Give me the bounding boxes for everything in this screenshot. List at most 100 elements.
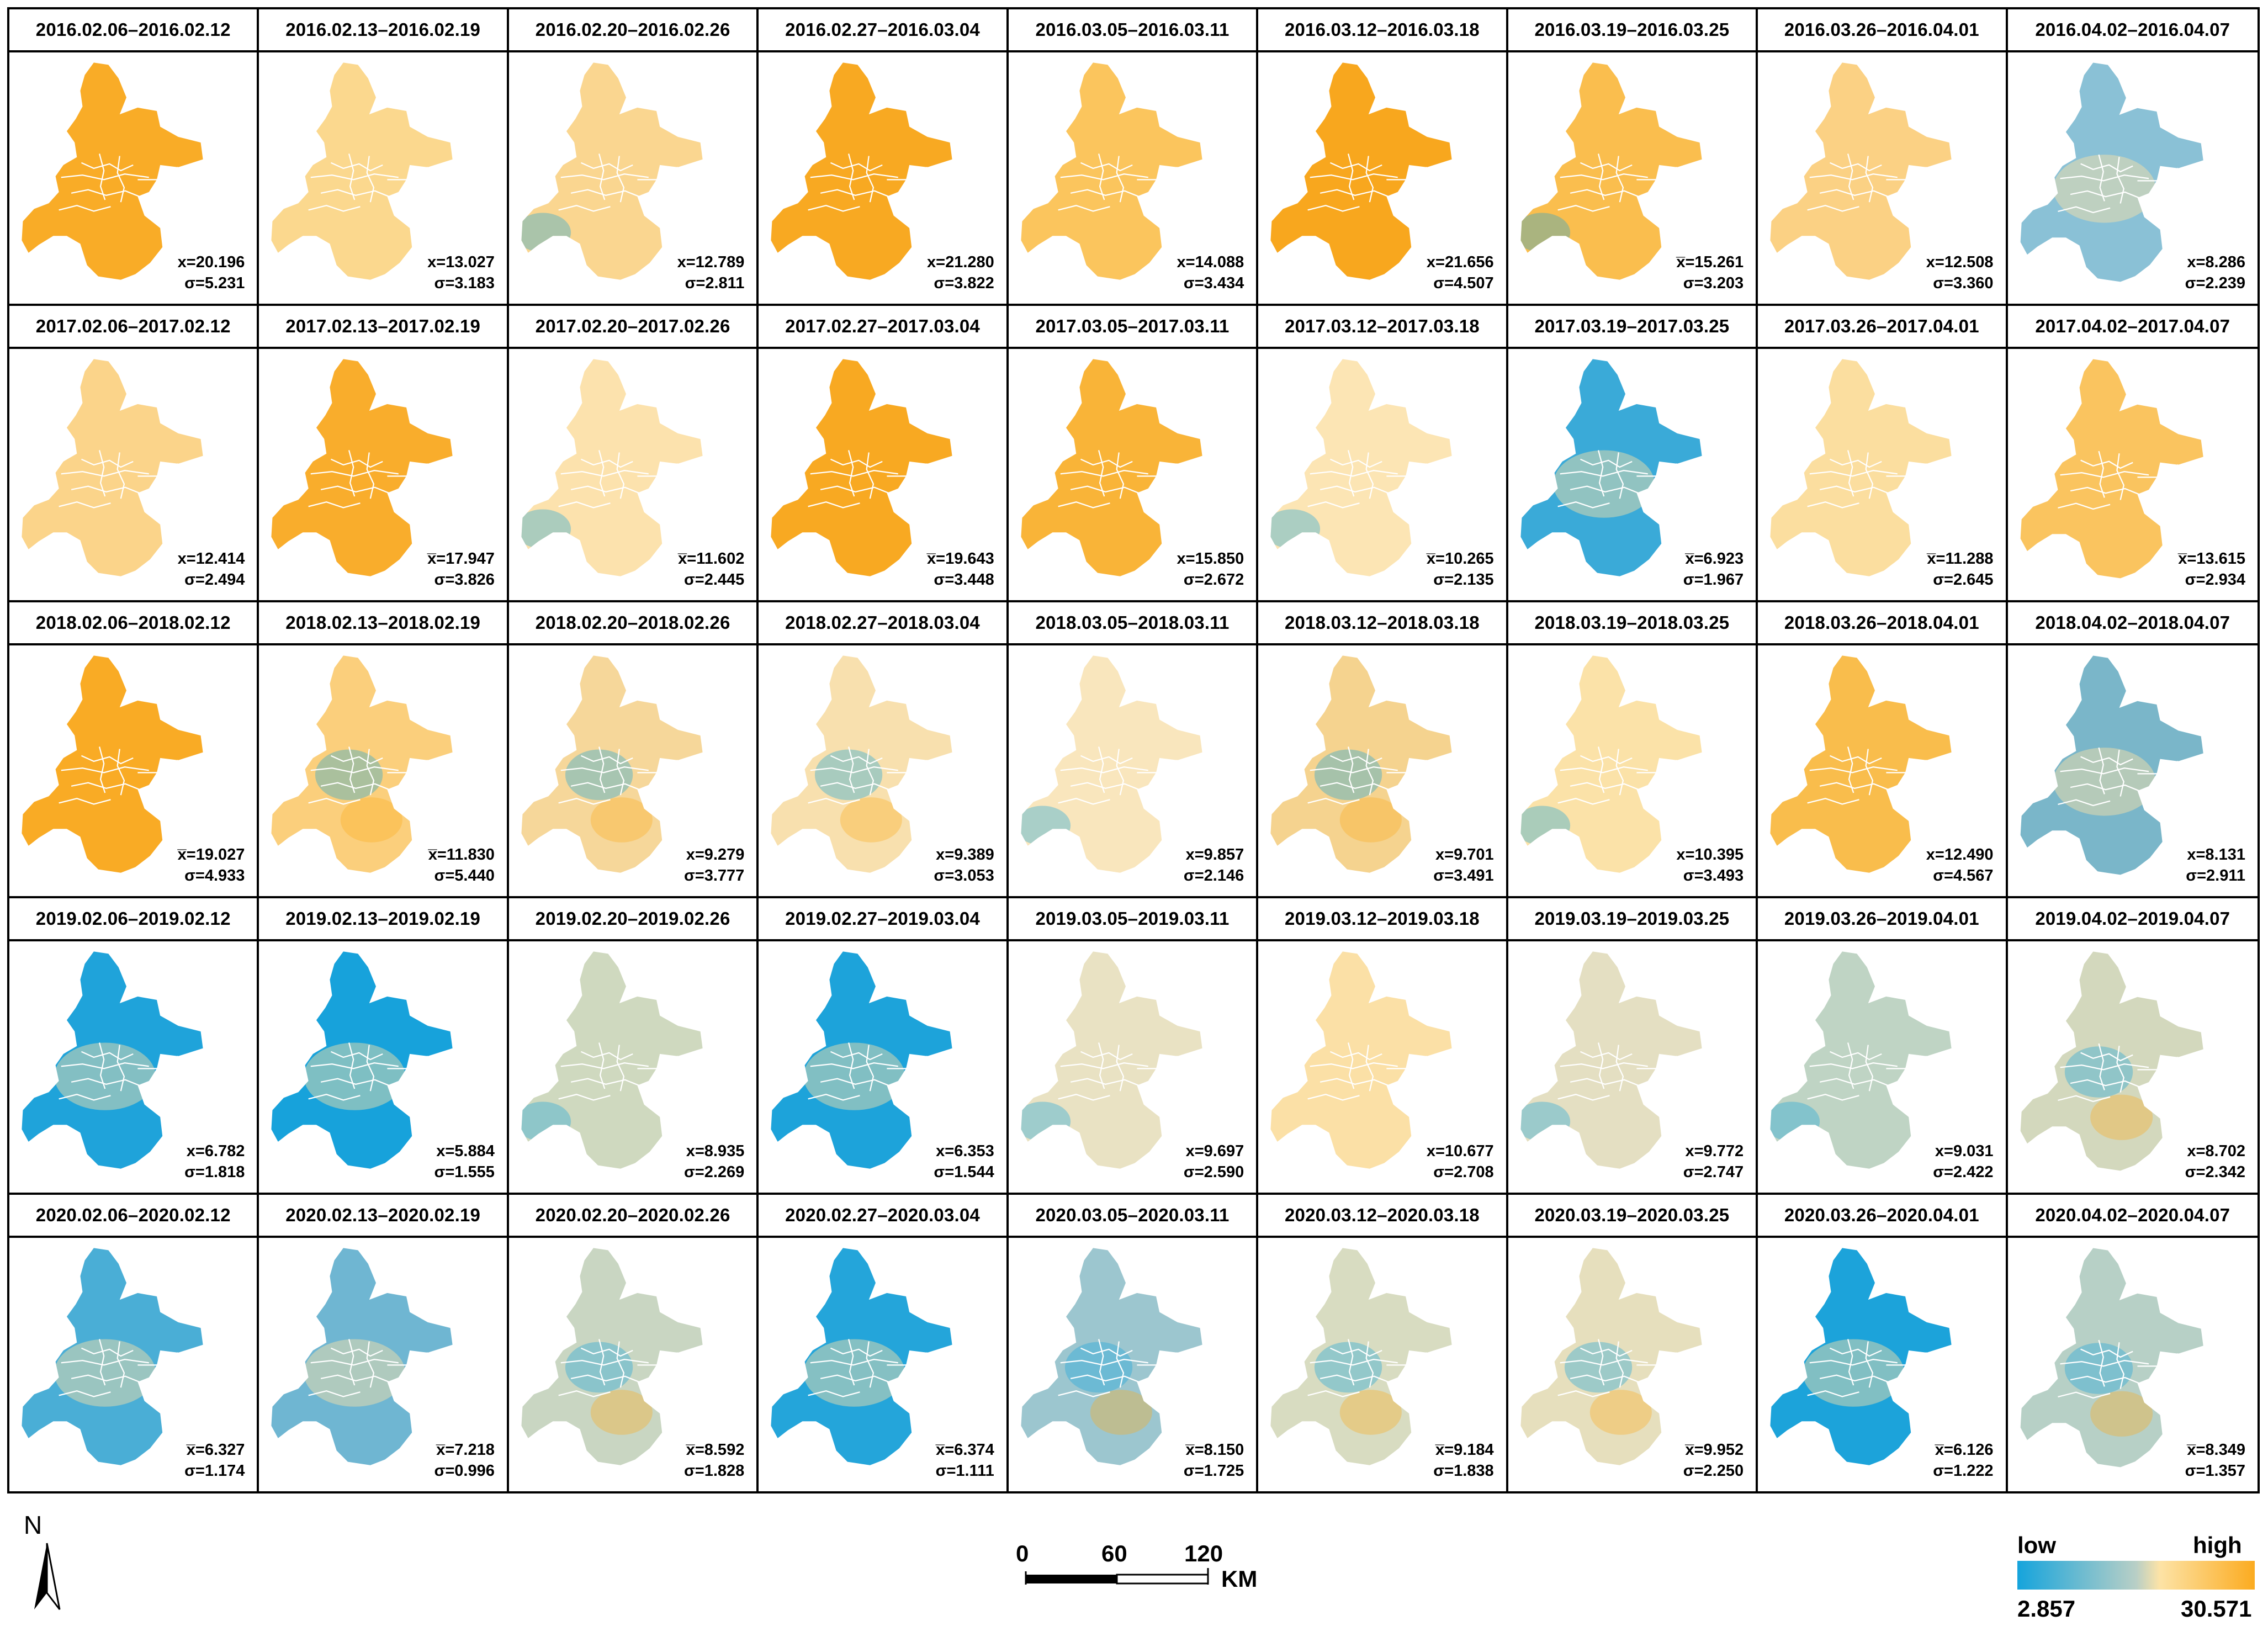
- panel-stats: x̅=8.150 σ=1.725: [1184, 1439, 1244, 1481]
- map-panel: 2016.03.05–2016.03.11 x=14.088 σ=3.434: [1008, 9, 1259, 306]
- panel-mean: x̅=10.265: [1426, 549, 1494, 568]
- panel-date-range: 2018.04.02–2018.04.07: [2007, 602, 2258, 645]
- panel-std-dev: σ=2.146: [1183, 867, 1244, 885]
- panel-mean: x=12.414: [177, 549, 245, 568]
- map-panel: 2020.02.27–2020.03.04 x̅=6.374 σ=1.111: [759, 1195, 1009, 1491]
- map-panel: 2019.02.27–2019.03.04 x=6.353 σ=1.544: [759, 898, 1009, 1195]
- district-map: [2020, 655, 2203, 875]
- district-map: [1520, 359, 1702, 576]
- legend-min-value: 2.857: [2017, 1596, 2076, 1622]
- district-map: [771, 359, 952, 576]
- panel-date-range: 2019.04.02–2019.04.07: [2007, 898, 2258, 942]
- panel-std-dev: σ=3.053: [934, 867, 994, 885]
- map-panel: 2016.04.02–2016.04.07 x=8.286 σ=2.239: [2007, 9, 2258, 306]
- panel-mean: x=9.697: [1185, 1142, 1244, 1161]
- map-panel: 2019.02.06–2019.02.12 x=6.782 σ=1.818: [9, 898, 259, 1195]
- panel-date-range: 2020.04.02–2020.04.07: [2007, 1195, 2258, 1238]
- panel-stats: x=9.772 σ=2.747: [1683, 1141, 1744, 1183]
- district-map: [271, 655, 453, 873]
- panel-std-dev: σ=2.672: [1183, 570, 1244, 589]
- panel-date-range: 2017.02.13–2017.02.19: [259, 306, 507, 349]
- district-map: [1021, 655, 1202, 873]
- panel-mean: x=9.279: [686, 846, 745, 864]
- panel-std-dev: σ=3.448: [934, 570, 994, 589]
- panel-date-range: 2020.02.06–2020.02.12: [9, 1195, 257, 1238]
- panel-std-dev: σ=2.250: [1683, 1461, 1744, 1480]
- district-map: [1270, 62, 1452, 280]
- panel-stats: x̅=15.261 σ=3.203: [1676, 252, 1744, 294]
- legend-high-label: high: [2193, 1532, 2242, 1558]
- panel-mean: x=13.027: [427, 253, 495, 271]
- panel-stats: x̅=19.643 σ=3.448: [927, 548, 994, 590]
- panel-std-dev: σ=2.422: [1933, 1163, 1994, 1182]
- panel-mean: x=14.088: [1177, 253, 1244, 271]
- panel-stats: x̅=7.218 σ=0.996: [434, 1439, 495, 1481]
- panel-std-dev: σ=1.967: [1683, 570, 1744, 589]
- panel-mean: x=20.196: [177, 253, 245, 271]
- map-panel: 2018.03.05–2018.03.11 x=9.857 σ=2.146: [1008, 602, 1259, 899]
- district-map: [1770, 655, 1952, 873]
- map-panel: 2018.03.12–2018.03.18 x=9.701 σ=3.491: [1258, 602, 1508, 899]
- panel-mean: x̅=6.126: [1935, 1440, 1994, 1459]
- panel-mean: x̅=6.923: [1685, 549, 1744, 568]
- district-map: [1270, 359, 1452, 576]
- panel-mean: x̅=11.602: [678, 549, 745, 568]
- map-panel: 2017.03.19–2017.03.25 x̅=6.923 σ=1.967: [1508, 305, 1758, 602]
- district-map: [1270, 951, 1452, 1169]
- panel-stats: x̅=9.952 σ=2.250: [1683, 1439, 1744, 1481]
- map-panel: 2016.02.27–2016.03.04 x=21.280 σ=3.822: [759, 9, 1009, 306]
- panel-mean: x=12.508: [1926, 253, 1994, 271]
- map-panel: 2016.03.26–2016.04.01 x=12.508 σ=3.360: [1758, 9, 2008, 306]
- panel-mean: x=9.701: [1435, 846, 1494, 864]
- map-panel: 2017.03.26–2017.04.01 x̅=11.288 σ=2.645: [1758, 305, 2008, 602]
- district-map: [22, 655, 203, 873]
- map-panel: 2018.02.13–2018.02.19 x̅=11.830 σ=5.440: [259, 602, 509, 899]
- panel-stats: x=9.279 σ=3.777: [684, 844, 744, 886]
- district-map: [521, 1248, 703, 1465]
- panel-mean: x=9.772: [1685, 1142, 1744, 1161]
- panel-mean: x̅=8.349: [2187, 1440, 2245, 1459]
- panel-date-range: 2018.03.12–2018.03.18: [1258, 602, 1506, 645]
- panel-mean: x=12.490: [1926, 846, 1994, 864]
- panel-stats: x=9.857 σ=2.146: [1184, 844, 1244, 886]
- panel-date-range: 2017.02.20–2017.02.26: [508, 306, 757, 349]
- district-map: [22, 1248, 203, 1465]
- district-map: [1520, 951, 1702, 1169]
- district-map: [1270, 655, 1452, 873]
- district-map: [771, 655, 952, 873]
- panel-stats: x̅=11.602 σ=2.445: [678, 548, 744, 590]
- panel-std-dev: σ=2.934: [2185, 570, 2245, 589]
- scale-tick-0: 0: [1016, 1540, 1029, 1566]
- panel-mean: x=6.353: [936, 1142, 994, 1161]
- panel-date-range: 2016.02.27–2016.03.04: [759, 9, 1006, 52]
- panel-mean: x=21.656: [1426, 253, 1494, 271]
- panel-mean: x̅=8.150: [1185, 1440, 1244, 1459]
- panel-date-range: 2019.02.27–2019.03.04: [759, 898, 1006, 942]
- scale-unit: KM: [1221, 1566, 1258, 1592]
- map-panel: 2019.04.02–2019.04.07 x=8.702 σ=2.342: [2007, 898, 2258, 1195]
- map-panel: 2019.03.12–2019.03.18 x=10.677 σ=2.708: [1258, 898, 1508, 1195]
- map-panel: 2017.03.05–2017.03.11 x=15.850 σ=2.672: [1008, 305, 1259, 602]
- panel-date-range: 2020.02.27–2020.03.04: [759, 1195, 1006, 1238]
- map-panel: 2017.02.06–2017.02.12 x=12.414 σ=2.494: [9, 305, 259, 602]
- district-map: [271, 951, 453, 1169]
- panel-date-range: 2016.03.12–2016.03.18: [1258, 9, 1506, 52]
- district-map: [1021, 951, 1202, 1169]
- panel-stats: x=14.088 σ=3.434: [1177, 252, 1244, 294]
- panel-date-range: 2020.03.12–2020.03.18: [1258, 1195, 1506, 1238]
- panel-stats: x̅=9.184 σ=1.838: [1433, 1439, 1493, 1481]
- map-panel: 2017.03.12–2017.03.18 x̅=10.265 σ=2.135: [1258, 305, 1508, 602]
- district-map: [521, 359, 703, 576]
- map-panel: 2019.02.20–2019.02.26 x=8.935 σ=2.269: [508, 898, 759, 1195]
- panel-stats: x=10.395 σ=3.493: [1676, 844, 1744, 886]
- panel-mean: x=10.395: [1676, 846, 1744, 864]
- panel-std-dev: σ=2.590: [1183, 1163, 1244, 1182]
- panel-stats: x̅=6.327 σ=1.174: [184, 1439, 245, 1481]
- panel-date-range: 2020.03.26–2020.04.01: [1758, 1195, 2006, 1238]
- panel-date-range: 2020.03.05–2020.03.11: [1008, 1195, 1257, 1238]
- panel-std-dev: σ=1.174: [184, 1461, 245, 1480]
- district-map: [1520, 655, 1702, 873]
- panel-std-dev: σ=2.135: [1433, 570, 1494, 589]
- panel-std-dev: σ=3.491: [1433, 867, 1494, 885]
- panel-mean: x̅=9.952: [1685, 1440, 1744, 1459]
